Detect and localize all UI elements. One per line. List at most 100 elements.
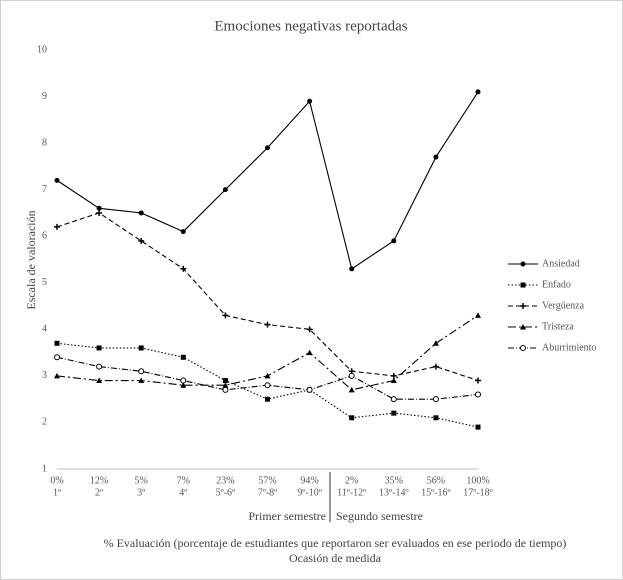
x-tick-label: 56% [427,475,445,486]
marker [222,312,229,319]
legend-label: Enfado [542,279,571,290]
marker [222,187,228,193]
x-axis-title: % Evaluación (porcentaje de estudiantes … [104,536,567,550]
marker [138,237,145,244]
marker [180,354,186,360]
marker [54,354,60,361]
marker [306,326,313,333]
marker [349,266,355,272]
y-tick-label: 4 [42,324,47,335]
y-tick-label: 5 [42,277,47,288]
marker [433,415,439,421]
marker [520,303,526,309]
x-axis-subtitle: Ocasión de medida [289,551,382,565]
x-tick-label: 23% [216,475,234,486]
marker [306,349,313,356]
x-tick-label: 5º-6º [216,487,236,498]
y-tick-label: 6 [42,231,47,242]
x-tick-label: 0% [50,475,63,486]
x-tick-label: 2º [95,487,103,498]
x-tick-label: 2% [345,475,358,486]
y-tick-label: 3 [42,370,47,381]
x-tick-label: 13º-14º [379,487,409,498]
marker [306,386,313,393]
x-tick-label: 4º [179,487,187,498]
marker [475,391,481,398]
legend-label: Vergüenza [542,300,585,311]
marker [475,424,481,430]
marker [96,363,103,370]
marker [180,377,187,384]
x-tick-label: 35% [385,475,403,486]
marker [138,210,144,216]
marker [432,363,439,370]
x-tick-label: 17º-18º [463,487,493,498]
marker [96,377,103,384]
y-tick-label: 10 [37,44,47,55]
x-tick-label: 5% [135,475,148,486]
y-tick-label: 7 [42,184,47,195]
marker [180,229,186,235]
marker [96,205,102,211]
x-tick-label: 12% [90,475,108,486]
marker [390,377,397,384]
marker [391,410,397,416]
marker [138,368,145,375]
marker [265,396,270,402]
marker [349,415,355,421]
x-tick-label: 57% [258,475,276,486]
y-tick-label: 8 [42,137,47,148]
marker [265,145,270,151]
marker [222,378,228,384]
x-tick-label: 7% [177,475,190,486]
marker [264,372,271,379]
marker [520,345,526,351]
y-tick-label: 9 [42,91,47,102]
marker [475,312,481,318]
legend-label: Aburrimiento [542,342,596,353]
y-axis-title: Escala de valoración [24,210,38,309]
group-label: Primer semestre [248,509,326,523]
x-tick-label: 100% [466,475,489,486]
marker [138,377,145,384]
marker [138,345,144,351]
x-tick-label: 11º-12º [337,487,366,498]
x-tick-label: 9º-10º [297,487,322,498]
marker [180,382,187,388]
marker [222,386,229,393]
marker [180,265,187,272]
marker [475,89,481,95]
marker [391,238,397,244]
marker [54,223,60,230]
marker [54,340,60,346]
marker [348,386,355,393]
legend-label: Ansiedad [542,258,580,269]
marker [475,377,481,384]
marker [54,372,60,379]
y-tick-label: 1 [42,463,47,474]
marker [222,382,229,388]
group-label: Segundo semestre [336,509,423,523]
marker [96,345,102,351]
x-tick-label: 94% [300,475,318,486]
marker [264,321,271,328]
chart-title: Emociones negativas reportadas [214,18,407,34]
y-tick-label: 2 [42,417,47,428]
x-tick-label: 1º [53,487,61,498]
marker [520,261,526,267]
marker [96,209,103,216]
x-tick-label: 15º-16º [421,487,451,498]
marker [432,340,439,346]
marker [307,98,313,104]
x-tick-label: 7º-8º [258,487,278,498]
marker [520,282,526,288]
marker [390,396,397,403]
marker [264,382,271,389]
marker [54,177,60,183]
x-tick-label: 3º [137,487,145,498]
marker [433,154,439,160]
marker [520,324,526,330]
marker [348,372,355,379]
